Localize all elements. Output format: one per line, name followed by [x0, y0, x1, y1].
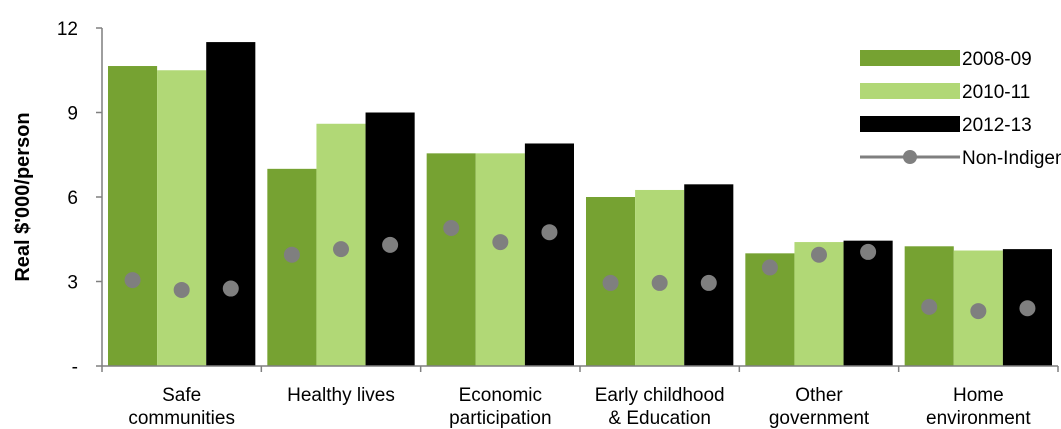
non-indigenous-point-0-0 — [124, 272, 141, 289]
y-tick-label: 12 — [57, 19, 78, 40]
bar-2008-09-0 — [108, 66, 158, 367]
y-tick-label: - — [72, 357, 78, 378]
non-indigenous-point-4-1 — [811, 246, 827, 263]
legend: 2008-09 2010-11 2012-13 Non-Indigenous — [860, 49, 1061, 169]
non-indigenous-point-5-2 — [1019, 300, 1036, 317]
non-indigenous-point-4-0 — [761, 259, 778, 276]
non-indigenous-point-2-0 — [443, 219, 460, 236]
legend-swatch-2010-11 — [860, 83, 960, 99]
bar-2012-13-2 — [524, 143, 574, 366]
x-category-label: communities — [128, 408, 235, 429]
non-indigenous-point-0-2 — [222, 280, 239, 297]
y-tick-label: 9 — [67, 104, 78, 125]
x-category-label: Early childhood — [595, 385, 725, 406]
x-category-label: Safe — [162, 385, 201, 406]
bar-2008-09-2 — [426, 153, 476, 366]
dots-layer — [124, 219, 1036, 320]
non-indigenous-point-3-0 — [602, 274, 619, 291]
non-indigenous-point-4-2 — [860, 243, 877, 260]
x-category-label: participation — [449, 408, 551, 429]
x-category-label: Economic — [459, 385, 542, 406]
legend-label: 2012-13 — [962, 115, 1032, 136]
y-tick-label: 3 — [67, 273, 78, 294]
legend-swatch-2012-13 — [860, 116, 960, 132]
bar-2008-09-1 — [267, 168, 317, 366]
legend-label: 2008-09 — [962, 49, 1032, 70]
non-indigenous-point-5-1 — [970, 303, 987, 320]
bar-2010-11-2 — [475, 153, 525, 366]
legend-label: Non-Indigenous — [962, 148, 1061, 169]
bar-2012-13-0 — [206, 42, 256, 366]
x-category-label: & Education — [608, 408, 710, 429]
non-indigenous-point-5-0 — [921, 298, 938, 315]
non-indigenous-point-1-2 — [382, 236, 399, 253]
x-category-label: Home — [953, 385, 1004, 406]
bar-2010-11-0 — [157, 70, 207, 366]
x-category-label: environment — [926, 408, 1031, 429]
non-indigenous-point-1-1 — [333, 241, 349, 258]
legend-marker-non-indigenous — [903, 150, 917, 164]
x-category-label: government — [769, 408, 870, 429]
legend-swatch-2008-09 — [860, 50, 960, 66]
legend-label: 2010-11 — [962, 82, 1030, 103]
y-axis-title: Real $'000/person — [12, 112, 34, 281]
non-indigenous-point-3-2 — [700, 274, 717, 291]
x-category-label: Other — [795, 385, 843, 406]
bar-2012-13-4 — [843, 240, 893, 366]
non-indigenous-point-2-2 — [541, 224, 558, 241]
x-category-label: Healthy lives — [287, 385, 395, 406]
non-indigenous-point-1-0 — [283, 246, 300, 263]
non-indigenous-point-0-1 — [173, 281, 190, 298]
non-indigenous-point-2-1 — [492, 234, 509, 251]
y-tick-label: 6 — [67, 188, 78, 209]
non-indigenous-point-3-1 — [651, 274, 668, 291]
